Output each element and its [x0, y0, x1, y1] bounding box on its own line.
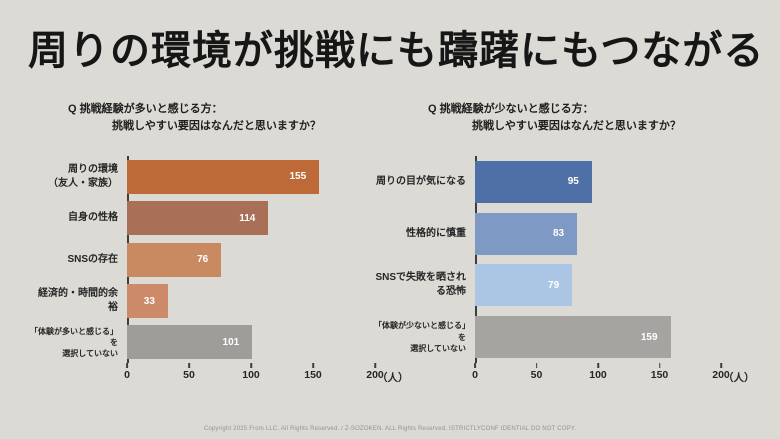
question-line2: 挑戦しやすい要因はなんだと思いますか？	[112, 120, 321, 133]
bar-track: 76	[127, 239, 375, 280]
bar-row: 周りの環境 （友人・家族） 155	[30, 156, 375, 197]
tick-label: 50	[183, 369, 195, 382]
bar-value-label: 155	[289, 171, 307, 183]
chart-panel-right: Q 挑戦経験が少ないと感じる方： 挑戦しやすい要因はなんだと思いますか？ 周りの…	[373, 101, 755, 387]
category-label: 性格的に慎重	[406, 227, 466, 239]
bar-track: 79	[475, 260, 721, 312]
plot-body: 周りの目が気になる 95 性格的に慎重 83 SNSで失敗を晒される恐怖 79 「体験が少な…	[373, 156, 721, 363]
bar-row: SNSの存在 76	[30, 239, 375, 280]
plot-body: 周りの環境 （友人・家族） 155 自身の性格 114 SNSの存在 76 経済的・時間的余…	[30, 156, 375, 363]
bar-row: 性格的に慎重 83	[373, 208, 721, 260]
y-axis-line	[475, 156, 477, 364]
axis-tick: 100	[242, 363, 260, 381]
question-line1: Q 挑戦経験が少ないと感じる方：	[428, 103, 594, 115]
bar-value-label: 33	[143, 295, 155, 307]
bar-value-label: 159	[640, 331, 658, 343]
category-label: SNSで失敗を晒される恐怖	[375, 272, 466, 298]
category-label: 周りの目が気になる	[376, 175, 466, 187]
chart-question: Q 挑戦経験が多いと感じる方： 挑戦しやすい要因はなんだと思いますか？	[30, 101, 375, 135]
axis-tick: 50	[530, 363, 543, 382]
category-label: SNSの存在	[67, 253, 118, 265]
category-label: 自身の性格	[68, 212, 118, 224]
bar-row: 「体験が多いと感じる」を 選択していない 101	[30, 322, 375, 363]
axis-tick: 0	[472, 363, 478, 381]
axis-tick: 200	[366, 363, 384, 381]
bar-track: 114	[127, 198, 375, 239]
slide-title: 周りの環境が挑戦にも躊躇にもつながる	[28, 29, 765, 73]
bar: 79	[475, 264, 573, 307]
bar-track: 155	[127, 156, 375, 197]
copyright-footer: Copyright 2025 From LLC. All Rights Rese…	[203, 426, 577, 432]
x-axis: 0 50 100 150 200 （人）	[472, 363, 755, 387]
bar-track: 83	[475, 208, 721, 260]
tick-mark	[720, 363, 722, 369]
bar-value-label: 79	[548, 279, 560, 291]
tick-label: 200	[712, 369, 730, 382]
axis-tick: 50	[183, 363, 195, 381]
chart-question: Q 挑戦経験が少ないと感じる方： 挑戦しやすい要因はなんだと思いますか？	[373, 101, 721, 135]
category-label: 経済的・時間的余裕	[38, 288, 118, 314]
bar: 159	[475, 316, 671, 359]
bar-track: 159	[475, 311, 721, 363]
axis-tick: 150	[650, 363, 669, 382]
question-line2: 挑戦しやすい要因はなんだと思いますか？	[472, 120, 681, 133]
tick-label: 100	[242, 369, 260, 382]
tick-mark	[188, 363, 190, 369]
chart-panel-left: Q 挑戦経験が多いと感じる方： 挑戦しやすい要因はなんだと思いますか？ 周りの環…	[30, 101, 409, 387]
bar-row: SNSで失敗を晒される恐怖 79	[373, 260, 721, 312]
bar-track: 95	[475, 156, 721, 208]
bar-track: 33	[127, 280, 375, 321]
bar-chart: 周りの目が気になる 95 性格的に慎重 83 SNSで失敗を晒される恐怖 79 「体験が少な…	[373, 156, 755, 387]
bar: 101	[127, 325, 253, 360]
category-label: 「体験が多いと感じる」を 選択していない	[30, 326, 118, 359]
bar: 83	[475, 212, 578, 255]
category-label: 「体験が少ないと感じる」を 選択していない	[374, 321, 466, 353]
tick-mark	[250, 363, 252, 369]
axis-unit-label: （人）	[723, 372, 755, 385]
bar-value-label: 83	[552, 228, 565, 240]
tick-label: 50	[530, 369, 543, 382]
x-axis: 0 50 100 150 200 （人）	[124, 363, 409, 387]
question-line1: Q 挑戦経験が多いと感じる方：	[68, 103, 223, 115]
bar-row: 周りの目が気になる 95	[373, 156, 721, 208]
bar: 155	[127, 159, 320, 194]
category-label: 周りの環境 （友人・家族）	[48, 163, 118, 189]
bar: 33	[127, 284, 168, 319]
bar-chart: 周りの環境 （友人・家族） 155 自身の性格 114 SNSの存在 76 経済的・時間的余…	[30, 156, 409, 387]
bar-value-label: 101	[222, 336, 240, 348]
tick-mark	[312, 363, 314, 369]
axis-unit-label: （人）	[377, 372, 409, 385]
axis-tick: 200	[712, 363, 730, 381]
axis-tick: 0	[124, 363, 130, 381]
axis-tick: 150	[304, 363, 322, 381]
tick-label: 0	[124, 369, 130, 382]
tick-label: 150	[304, 369, 322, 382]
bar: 95	[475, 160, 592, 203]
tick-mark	[474, 363, 476, 369]
bar: 76	[127, 242, 222, 277]
tick-mark	[535, 363, 538, 369]
tick-label: 150	[650, 369, 669, 382]
tick-label: 100	[589, 369, 607, 382]
bar-value-label: 76	[197, 254, 209, 266]
tick-mark	[597, 363, 599, 369]
tick-mark	[658, 363, 661, 369]
bar-row: 自身の性格 114	[30, 198, 375, 239]
bar: 114	[127, 201, 269, 236]
bar-value-label: 95	[567, 176, 579, 188]
bar-track: 101	[127, 322, 375, 363]
bar-value-label: 114	[239, 212, 256, 224]
tick-label: 200	[366, 369, 384, 382]
tick-mark	[126, 363, 128, 369]
tick-mark	[374, 363, 376, 369]
tick-label: 0	[472, 369, 478, 382]
bar-row: 「体験が少ないと感じる」を 選択していない 159	[373, 311, 721, 363]
axis-tick: 100	[589, 363, 607, 381]
bar-row: 経済的・時間的余裕 33	[30, 280, 375, 321]
